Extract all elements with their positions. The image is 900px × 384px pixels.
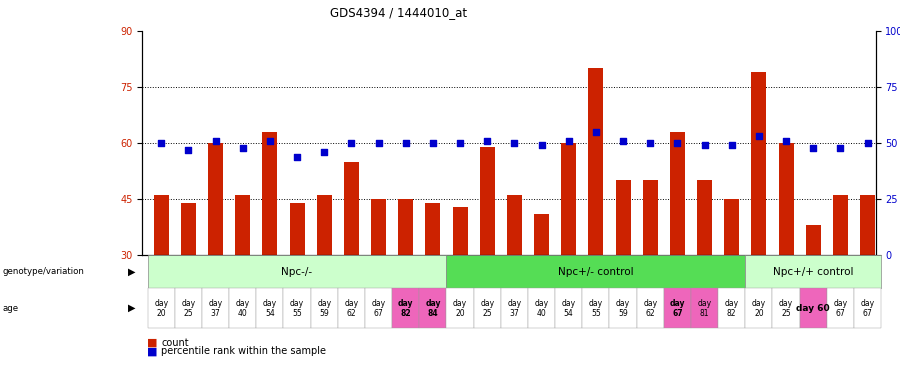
Text: day
20: day 20 [752,299,766,318]
Text: day
25: day 25 [181,299,195,318]
Text: count: count [161,338,189,348]
Bar [860,195,875,367]
Point [236,144,250,151]
Bar [453,207,467,367]
Bar [154,195,168,367]
Bar [371,199,386,367]
Text: day
59: day 59 [317,299,331,318]
Point [508,140,522,146]
Bar [670,132,685,367]
Point [535,142,549,148]
Text: ▶: ▶ [128,266,135,277]
Bar [344,162,359,367]
Bar [507,195,522,367]
Point [372,140,386,146]
Bar [698,180,712,367]
Text: day
20: day 20 [453,299,467,318]
Point [562,138,576,144]
Text: day
37: day 37 [508,299,521,318]
Text: day
67: day 67 [833,299,848,318]
Point [778,138,793,144]
Point [589,129,603,135]
Point [263,138,277,144]
Text: day
84: day 84 [425,299,441,318]
Text: day
25: day 25 [481,299,494,318]
Point [724,142,739,148]
Text: genotype/variation: genotype/variation [3,267,85,276]
Text: percentile rank within the sample: percentile rank within the sample [161,346,326,356]
Bar [398,199,413,367]
Bar [724,199,739,367]
Text: day
25: day 25 [779,299,793,318]
Point [480,138,494,144]
Text: day
20: day 20 [154,299,168,318]
Text: ■: ■ [147,338,158,348]
Bar [832,195,848,367]
Text: day
67: day 67 [670,299,685,318]
Point [426,140,440,146]
Bar [534,214,549,367]
Text: day
67: day 67 [372,299,385,318]
Text: day
81: day 81 [698,299,712,318]
Point [670,140,685,146]
Point [616,138,630,144]
Bar [643,180,658,367]
Text: day
59: day 59 [616,299,630,318]
Text: Npc-/-: Npc-/- [282,266,312,277]
Text: age: age [3,304,19,313]
Bar [616,180,631,367]
Bar [562,143,576,367]
Text: day
37: day 37 [209,299,222,318]
Text: day
54: day 54 [263,299,277,318]
Bar [290,203,304,367]
Text: day
54: day 54 [562,299,576,318]
Bar [208,143,223,367]
Text: Npc+/+ control: Npc+/+ control [773,266,853,277]
Point [698,142,712,148]
Point [290,154,304,160]
Bar [752,72,767,367]
Text: GDS4394 / 1444010_at: GDS4394 / 1444010_at [330,6,467,19]
Point [344,140,358,146]
Text: day
62: day 62 [345,299,358,318]
Text: day
67: day 67 [860,299,875,318]
Text: day
55: day 55 [589,299,603,318]
Point [806,144,821,151]
Point [643,140,657,146]
Text: ■: ■ [147,346,158,356]
Text: ▶: ▶ [128,303,135,313]
Point [860,140,875,146]
Text: Npc+/- control: Npc+/- control [558,266,634,277]
Bar [317,195,332,367]
Bar [181,203,196,367]
Point [752,133,766,139]
Point [399,140,413,146]
Text: day
40: day 40 [236,299,250,318]
Bar [263,132,277,367]
Bar [806,225,821,367]
Text: day
40: day 40 [535,299,549,318]
Point [181,147,195,153]
Text: day
82: day 82 [724,299,739,318]
Point [208,138,222,144]
Text: day
82: day 82 [398,299,413,318]
Text: day
62: day 62 [644,299,657,318]
Bar [589,68,603,367]
Text: day 60: day 60 [796,304,830,313]
Point [833,144,848,151]
Bar [426,203,440,367]
Point [317,149,331,155]
Bar [778,143,794,367]
Bar [480,147,495,367]
Text: day
55: day 55 [290,299,304,318]
Bar [235,195,250,367]
Point [154,140,168,146]
Point [453,140,467,146]
